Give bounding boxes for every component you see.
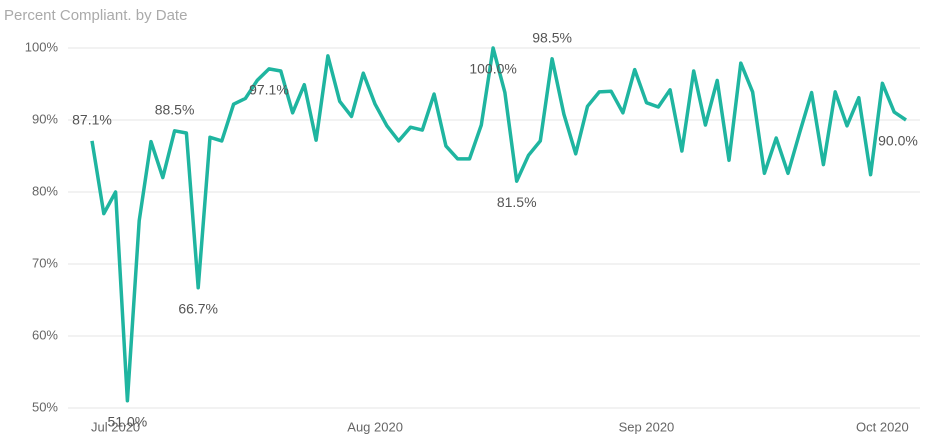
x-tick-label: Oct 2020 [856,419,909,434]
data-label: 98.5% [532,30,572,46]
y-tick-label: 60% [32,327,58,342]
y-tick-label: 70% [32,255,58,270]
line [90,46,907,403]
y-tick-label: 90% [32,111,58,126]
data-label: 87.1% [72,112,112,128]
x-tick-label: Sep 2020 [619,419,675,434]
y-tick-label: 100% [25,39,59,54]
data-label: 51.0% [108,414,148,430]
y-tick-label: 80% [32,183,58,198]
x-tick-label: Aug 2020 [347,419,403,434]
data-label: 88.5% [155,102,195,118]
data-label: 90.0% [878,133,918,149]
data-label: 66.7% [178,300,218,316]
chart-title: Percent Compliant. by Date [4,7,187,24]
data-label: 97.1% [249,82,289,98]
data-label: 81.5% [497,194,537,210]
x-tick-label: Jul 2020 [91,419,140,434]
data-label: 100.0% [469,61,516,77]
y-tick-label: 50% [32,399,58,414]
